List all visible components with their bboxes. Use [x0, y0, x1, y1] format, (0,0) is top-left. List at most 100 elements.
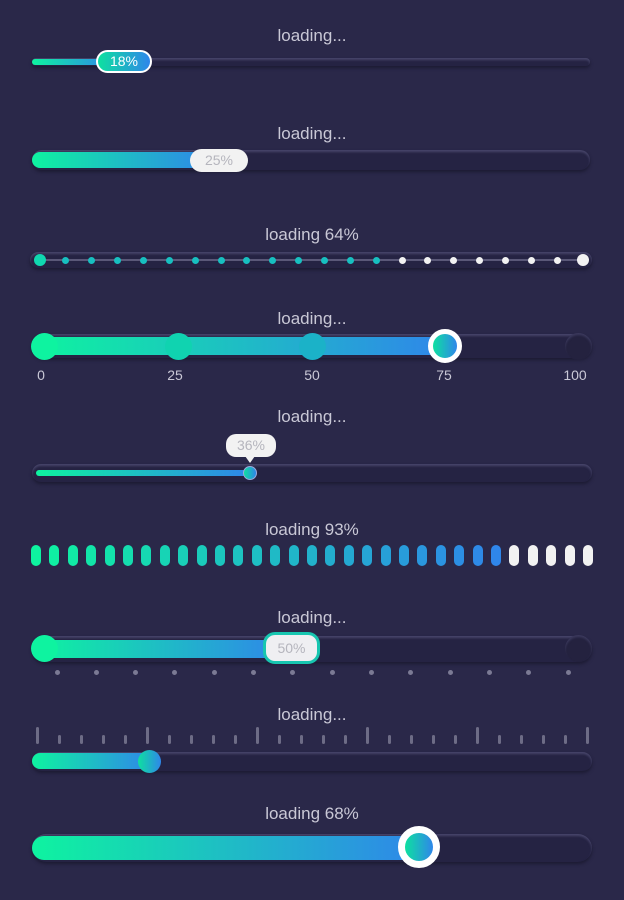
progress-dot [88, 256, 96, 264]
progress-dot [320, 256, 328, 264]
progress-segment [564, 545, 575, 566]
bar7-value-pill[interactable]: 50% [263, 632, 320, 664]
scale-label: 50 [304, 367, 320, 383]
bar5-tooltip: 36% [226, 434, 276, 457]
progress-dot [191, 256, 199, 264]
progress-segment [435, 545, 446, 566]
progress-segment [288, 545, 299, 566]
progress-segment [399, 545, 409, 566]
bar4-label: loading... [277, 309, 347, 328]
progress-dot [243, 256, 251, 264]
progress-segment [454, 545, 465, 566]
scale-tick [585, 727, 589, 744]
scale-dot [251, 670, 257, 675]
bar5-fill [36, 470, 250, 476]
progress-segment [123, 545, 133, 566]
progress-dot [398, 256, 406, 264]
scale-dot [486, 670, 492, 675]
progress-segment [215, 545, 225, 566]
bar2-fill [32, 152, 212, 168]
bar7-start-knob[interactable] [31, 635, 58, 662]
scale-tick [387, 735, 391, 744]
scale-dot [172, 670, 178, 675]
progress-segment [67, 545, 78, 566]
progress-segment [343, 545, 354, 566]
bar9-knob[interactable] [398, 826, 440, 868]
bar7-fill [36, 640, 286, 658]
scale-label: 100 [563, 367, 587, 383]
bar8-track [32, 752, 592, 771]
bar3-line [40, 259, 583, 261]
scale-tick [233, 735, 237, 744]
scale-dot [329, 670, 335, 675]
bar8-knob[interactable] [138, 750, 161, 773]
scale-tick [255, 727, 259, 744]
progress-dot [553, 256, 561, 264]
progress-segment [527, 545, 538, 566]
progress-segment [141, 545, 152, 566]
progress-segment [509, 545, 520, 566]
progress-segment [104, 545, 115, 566]
progress-dot [217, 256, 225, 264]
progress-dot [269, 256, 277, 264]
bar1-track [32, 58, 590, 66]
scale-tick [519, 735, 523, 744]
bar4-step-100[interactable] [565, 333, 592, 360]
bar4-step-0[interactable] [31, 333, 58, 360]
scale-tick [453, 735, 457, 744]
progress-segment [583, 545, 593, 566]
bar4-knob[interactable] [428, 329, 462, 363]
bar1-label: loading... [277, 26, 347, 45]
progress-segment [251, 545, 262, 566]
progress-dot [165, 256, 173, 264]
progress-segment [491, 545, 501, 566]
progress-segment [307, 545, 317, 566]
scale-dot [447, 670, 453, 675]
bar9-fill [32, 836, 424, 860]
scale-label: 75 [436, 367, 452, 383]
bar5-knob[interactable] [243, 466, 257, 480]
scale-label: 0 [37, 367, 45, 383]
bar4-step-25[interactable] [165, 333, 192, 360]
scale-dot [133, 670, 139, 675]
progress-segment [472, 545, 483, 566]
progress-segment [546, 545, 557, 566]
progress-segment [31, 545, 41, 566]
bar8-label: loading... [277, 705, 347, 724]
progress-segment [270, 545, 281, 566]
scale-tick [431, 735, 435, 744]
scale-dot [93, 670, 99, 675]
bar7-label: loading... [277, 608, 347, 627]
scale-tick [79, 735, 83, 744]
scale-dot [368, 670, 374, 675]
scale-tick [57, 735, 61, 744]
bar9-label: loading 68% [265, 804, 359, 823]
scale-dot [290, 670, 296, 675]
bar7-end-knob [565, 635, 592, 662]
bar4-step-50[interactable] [299, 333, 326, 360]
progress-dot [295, 256, 303, 264]
scale-tick [101, 735, 105, 744]
bar2-value-pill[interactable]: 25% [190, 149, 248, 172]
bar4-fill [36, 337, 446, 355]
scale-tick [123, 735, 127, 744]
progress-segment [159, 545, 170, 566]
scale-tick [277, 735, 281, 744]
scale-tick [365, 727, 369, 744]
scale-label: 25 [167, 367, 183, 383]
scale-tick [409, 735, 413, 744]
progress-dot [527, 256, 535, 264]
progress-segment [86, 545, 97, 566]
progress-dot [424, 256, 432, 264]
progress-segment [233, 545, 244, 566]
bar1-value-pill[interactable]: 18% [96, 50, 152, 73]
progress-dot [372, 256, 380, 264]
bar8-fill [32, 753, 152, 769]
scale-dot [526, 670, 532, 675]
scale-dot [408, 670, 414, 675]
scale-dot [54, 670, 60, 675]
scale-tick [167, 735, 171, 744]
bar1-fill [32, 59, 112, 65]
progress-segment [380, 545, 391, 566]
scale-tick [145, 727, 149, 744]
